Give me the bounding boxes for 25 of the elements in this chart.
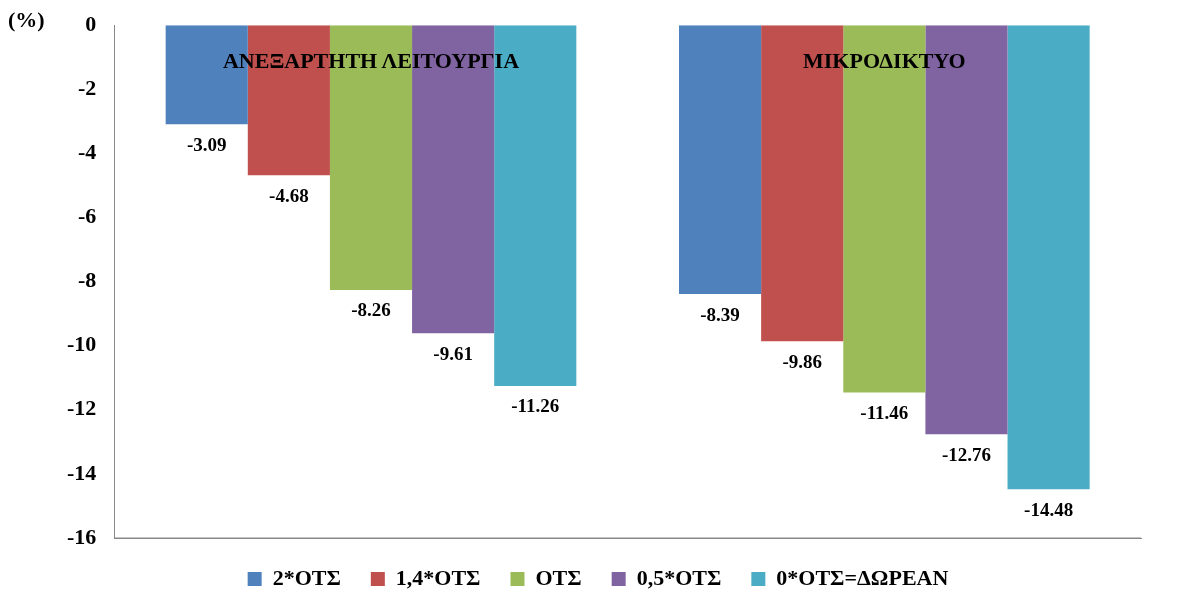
data-label: -8.26 (351, 299, 391, 321)
legend-label: 1,4*ΟΤΣ (395, 564, 481, 590)
data-label: -11.46 (860, 401, 909, 423)
data-label: -3.09 (186, 133, 227, 155)
legend-label: 0*ΟΤΣ=ΔΩΡΕΑΝ (776, 564, 949, 590)
data-label: -4.68 (269, 184, 309, 206)
y-tick-label: -12 (67, 395, 97, 421)
y-tick-label: -16 (67, 523, 97, 549)
y-tick-label: -14 (67, 459, 97, 485)
y-tick-label: 0 (85, 10, 97, 36)
legend-label: 0,5*ΟΤΣ (636, 564, 722, 590)
data-label: -12.76 (941, 443, 991, 465)
y-tick-label: -4 (78, 139, 97, 165)
data-label: -14.48 (1024, 498, 1074, 520)
data-label: -11.26 (511, 395, 560, 417)
y-tick-label: -6 (78, 203, 97, 229)
y-tick-label: -8 (78, 267, 97, 293)
legend-label: 2*ΟΤΣ (272, 564, 341, 590)
y-tick-label: -2 (78, 74, 97, 100)
data-label: -9.86 (782, 350, 822, 372)
data-label: -9.61 (433, 342, 473, 364)
data-label: -8.39 (700, 303, 740, 325)
y-axis-title: (%) (8, 6, 45, 32)
legend-label: ΟΤΣ (535, 564, 582, 590)
y-tick-label: -10 (67, 331, 97, 357)
